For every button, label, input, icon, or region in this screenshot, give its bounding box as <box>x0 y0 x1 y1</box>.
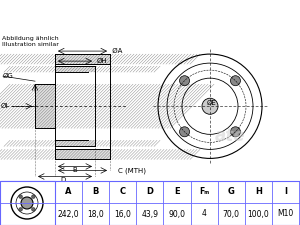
Text: 70,0: 70,0 <box>223 209 240 218</box>
Text: 418104: 418104 <box>190 7 242 20</box>
Text: I: I <box>284 187 287 196</box>
Text: ØE: ØE <box>207 100 217 106</box>
Bar <box>55 149 110 160</box>
Text: 24.0118-0104.1: 24.0118-0104.1 <box>58 7 170 20</box>
Text: 4: 4 <box>202 209 206 218</box>
Text: E: E <box>174 187 180 196</box>
Text: 90,0: 90,0 <box>169 209 185 218</box>
Circle shape <box>230 76 241 86</box>
Text: 242,0: 242,0 <box>58 209 80 218</box>
Text: Abbildung ähnlich
Illustration similar: Abbildung ähnlich Illustration similar <box>2 36 59 47</box>
Bar <box>35 84 55 128</box>
Circle shape <box>21 197 33 209</box>
Circle shape <box>32 208 35 211</box>
Text: D: D <box>146 187 153 196</box>
Text: A: A <box>65 187 72 196</box>
Text: ØG: ØG <box>3 73 14 79</box>
Text: ØI: ØI <box>1 103 8 109</box>
Circle shape <box>179 127 190 137</box>
Text: ØH: ØH <box>97 58 108 64</box>
Text: ØA: ØA <box>110 48 122 54</box>
Text: ate: ate <box>215 127 245 145</box>
Circle shape <box>19 208 22 211</box>
Text: B: B <box>73 167 77 173</box>
Circle shape <box>230 127 241 137</box>
Text: B: B <box>92 187 99 196</box>
Text: Fₘ: Fₘ <box>199 187 209 196</box>
Circle shape <box>202 98 218 114</box>
Circle shape <box>32 195 35 198</box>
Text: 100,0: 100,0 <box>248 209 269 218</box>
Bar <box>55 140 95 146</box>
Bar <box>55 54 110 64</box>
Bar <box>0 181 55 225</box>
Text: C (MTH): C (MTH) <box>118 167 146 174</box>
Text: D: D <box>60 178 66 183</box>
Text: 43,9: 43,9 <box>141 209 158 218</box>
Circle shape <box>19 195 22 198</box>
Text: C: C <box>120 187 126 196</box>
Bar <box>55 66 95 72</box>
Text: G: G <box>228 187 235 196</box>
Text: 16,0: 16,0 <box>114 209 131 218</box>
Text: 18,0: 18,0 <box>87 209 104 218</box>
Circle shape <box>179 76 190 86</box>
Text: H: H <box>255 187 262 196</box>
Text: M10: M10 <box>277 209 294 218</box>
